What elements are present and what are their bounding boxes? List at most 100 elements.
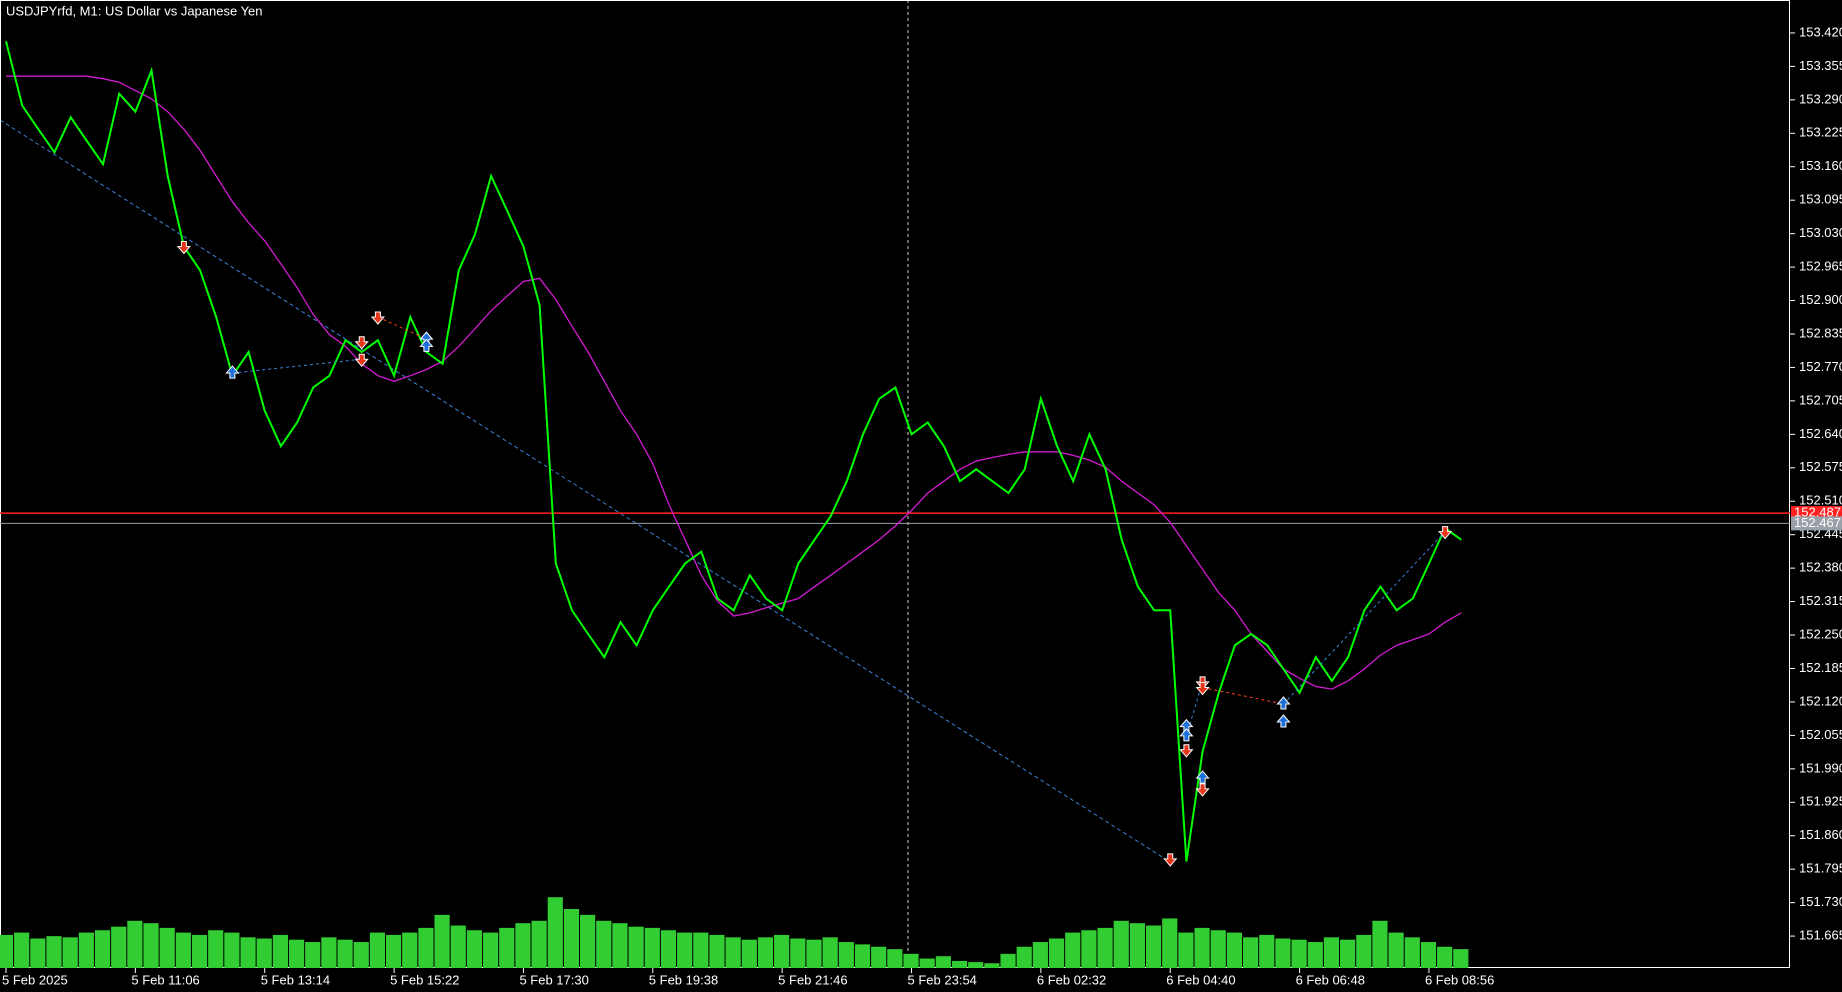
volume-bar [1356,934,1372,968]
volume-bar [709,934,725,968]
volume-bar [143,923,159,968]
volume-bar [806,939,822,968]
sell-marker [354,336,369,350]
volume-bar [94,930,111,968]
volume-bar [1081,930,1097,968]
volume-bar [547,897,563,968]
buy-marker [1195,770,1210,784]
x-tick-label: 6 Feb 02:32 [1037,972,1106,987]
volume-bar [272,934,288,968]
volume-bar [159,927,175,968]
volume-bar [515,923,531,968]
y-tick-label: 152.315 [1799,593,1842,608]
bid-label-box [1791,516,1842,531]
volume-bar [418,927,434,968]
volume-bar [1259,934,1275,968]
bid-label: 152.467 [1794,515,1841,530]
y-tick-label: 152.900 [1799,292,1842,307]
volume-bar [854,944,871,968]
y-tick-label: 152.380 [1799,560,1842,575]
volume-bar [499,927,515,968]
volume-bar [580,914,596,968]
y-tick-label: 152.510 [1799,493,1842,508]
volume-bar [321,937,337,968]
volume-bar [46,936,62,968]
price-line [5,40,1462,862]
volume-bar [337,939,353,968]
y-tick-label: 153.225 [1799,125,1842,140]
volume-bar [1437,946,1453,968]
volume-bar [1162,918,1178,968]
trade-link [1202,687,1284,705]
volume-bar [1145,925,1162,968]
sell-marker [370,311,385,325]
volume-bar [240,937,256,968]
volume-bar [1194,927,1210,968]
y-tick-label: 152.250 [1799,626,1842,641]
sell-marker [1195,682,1210,696]
volume-bar [628,926,644,968]
volume-bar [1032,942,1048,968]
volume-bar [968,962,984,968]
volume-bar [30,938,46,968]
volume-bar [790,938,806,968]
volume-bar [450,925,466,968]
volume-bar [1113,920,1129,968]
volume-bar [903,953,919,968]
volume-bar [951,960,968,968]
volume-bar [1307,942,1323,968]
buy-marker [1179,728,1194,742]
volume-bar [305,942,321,968]
volume-bar [1404,937,1420,968]
volume-bar [14,932,30,968]
volume-bar [191,934,208,968]
x-tick-label: 5 Feb 21:46 [778,972,847,987]
trade-link [232,358,362,374]
y-tick-label: 152.640 [1799,426,1842,441]
chart-title: USDJPYrfd, M1: US Dollar vs Japanese Yen [6,3,263,18]
y-tick-label: 152.185 [1799,660,1842,675]
volume-bar [596,920,612,968]
ma-line [6,75,1462,690]
volume-bar [1226,932,1243,968]
x-tick-label: 5 Feb 13:14 [261,972,330,987]
volume-bar [1016,946,1032,968]
y-tick-label: 153.095 [1799,192,1842,207]
y-tick-label: 153.160 [1799,158,1842,173]
sell-marker [1438,526,1453,540]
volume-bar [127,920,143,968]
volume-bar [644,927,660,968]
volume-bar [822,937,838,968]
volume-bar [984,963,1000,968]
volume-bar [1129,923,1145,968]
volume-bar [1065,932,1081,968]
volume-bar [741,939,757,968]
volume-bar [78,932,94,968]
volume-bar [353,942,369,968]
buy-marker [225,365,240,379]
volume-bar [1291,939,1307,968]
volume-bar [725,937,741,968]
volume-bar [838,942,854,968]
x-tick-label: 6 Feb 08:56 [1425,972,1494,987]
y-tick-label: 152.575 [1799,459,1842,474]
volume-bar [919,958,935,968]
volume-bar [1178,932,1194,968]
buy-marker [1276,714,1291,728]
volume-bar [483,932,499,968]
volume-bar [563,909,580,968]
volume-bar [1243,937,1259,968]
y-tick-label: 153.290 [1799,91,1842,106]
y-tick-label: 152.705 [1799,392,1842,407]
volume-bar [1097,927,1113,968]
y-tick-label: 151.795 [1799,861,1842,876]
x-tick-label: 5 Feb 15:22 [390,972,459,987]
x-tick-label: 5 Feb 2025 [2,972,68,987]
volume-bar [111,926,127,968]
sell-marker [1163,853,1178,867]
volume-bar [693,932,709,968]
volume-bar [871,946,887,968]
volume-bar [402,932,418,968]
